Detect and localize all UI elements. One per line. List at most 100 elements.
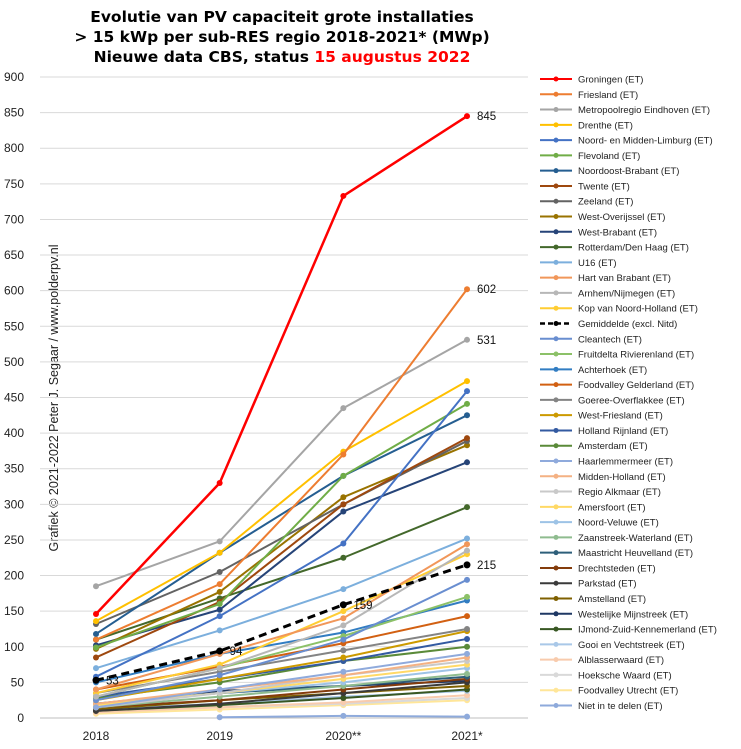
y-tick-label: 600 bbox=[4, 284, 24, 298]
data-point bbox=[339, 601, 347, 609]
y-axis: 0 50 100 150 200 250 300 350 400 450 500 550 600 650 7… bbox=[4, 70, 24, 725]
data-point bbox=[464, 650, 471, 657]
series-line bbox=[95, 414, 468, 635]
y-tick-label: 850 bbox=[4, 106, 24, 120]
data-point bbox=[93, 583, 99, 590]
series-line bbox=[95, 537, 468, 670]
data-point bbox=[464, 388, 471, 395]
data-point bbox=[216, 588, 223, 595]
series-line bbox=[95, 660, 468, 709]
series-line bbox=[95, 694, 468, 714]
y-tick-label: 450 bbox=[4, 391, 24, 405]
data-label: 53 bbox=[106, 675, 119, 687]
y-tick-label: 800 bbox=[4, 141, 24, 155]
legend-item: Groningen (ET) bbox=[540, 75, 643, 86]
legend-label: U16 (ET) bbox=[578, 258, 617, 269]
data-point bbox=[93, 693, 99, 700]
legend-item: West-Brabant (ET) bbox=[540, 227, 657, 238]
chart-title-line-3: Nieuwe data CBS, status 15 augustus 2022 bbox=[94, 48, 471, 66]
legend-swatch-marker bbox=[553, 550, 559, 556]
series-17 bbox=[93, 576, 471, 704]
legend-swatch-marker bbox=[553, 351, 559, 357]
series-41 bbox=[216, 712, 471, 721]
legend-label: Drenthe (ET) bbox=[578, 120, 633, 131]
legend-label: Holland Rijnland (ET) bbox=[578, 426, 668, 437]
legend-swatch-marker bbox=[553, 397, 559, 403]
data-point bbox=[464, 435, 471, 442]
series-line bbox=[95, 440, 468, 625]
series-11 bbox=[93, 504, 471, 643]
legend-swatch-marker bbox=[553, 91, 559, 97]
data-point bbox=[340, 508, 347, 515]
series-line bbox=[95, 549, 468, 698]
legend-label: Amstelland (ET) bbox=[578, 594, 646, 605]
data-point bbox=[340, 622, 347, 629]
legend-item: Noordoost-Brabant (ET) bbox=[540, 166, 679, 177]
data-point bbox=[340, 586, 347, 593]
legend-item: Zeeland (ET) bbox=[540, 197, 633, 208]
legend-swatch-marker bbox=[553, 641, 559, 647]
legend-label: Zeeland (ET) bbox=[578, 197, 633, 208]
data-label: 159 bbox=[353, 600, 372, 612]
legend-label: Noordoost-Brabant (ET) bbox=[578, 166, 679, 177]
data-point bbox=[464, 625, 471, 632]
data-label: 845 bbox=[477, 111, 496, 123]
data-point bbox=[464, 400, 471, 407]
y-tick-label: 100 bbox=[4, 640, 24, 654]
legend-swatch-marker bbox=[553, 183, 559, 189]
data-point bbox=[216, 627, 223, 634]
legend-label: Arnhem/Nijmegen (ET) bbox=[578, 288, 675, 299]
legend-label: Maastricht Heuvelland (ET) bbox=[578, 548, 693, 559]
series-13 bbox=[93, 541, 471, 693]
legend-swatch-marker bbox=[553, 473, 559, 479]
series-line bbox=[95, 403, 468, 649]
data-point bbox=[464, 336, 471, 343]
legend-label: Hoeksche Waard (ET) bbox=[578, 670, 672, 681]
series-line bbox=[95, 553, 468, 695]
legend-label: Amersfoort (ET) bbox=[578, 502, 646, 513]
legend-swatch-marker bbox=[553, 489, 559, 495]
series-line bbox=[95, 380, 468, 623]
legend-item: Achterhoek (ET) bbox=[540, 365, 647, 376]
legend-swatch-marker bbox=[553, 198, 559, 204]
legend-swatch-marker bbox=[553, 412, 559, 418]
legend-swatch-marker bbox=[553, 611, 559, 617]
legend-item: Regio Alkmaar (ET) bbox=[540, 487, 661, 498]
data-point bbox=[216, 665, 223, 672]
legend-swatch-marker bbox=[553, 534, 559, 540]
series-6 bbox=[93, 412, 471, 637]
gridlines bbox=[40, 76, 528, 719]
series-line bbox=[95, 461, 468, 647]
data-point bbox=[464, 113, 471, 120]
data-point bbox=[216, 581, 223, 588]
legend-swatch-marker bbox=[553, 137, 559, 143]
legend-swatch-marker bbox=[553, 168, 559, 174]
legend-item: IJmond-Zuid-Kennemerland (ET) bbox=[540, 625, 717, 636]
y-tick-label: 200 bbox=[4, 569, 24, 583]
legend-item: Noord- en Midden-Limburg (ET) bbox=[540, 136, 713, 147]
data-label: 94 bbox=[230, 646, 243, 658]
data-point bbox=[340, 472, 347, 479]
data-point bbox=[340, 494, 347, 501]
legend-swatch-marker bbox=[553, 427, 559, 433]
legend-label: Zaanstreek-Waterland (ET) bbox=[578, 533, 693, 544]
legend-swatch-marker bbox=[553, 107, 559, 113]
data-point bbox=[463, 561, 471, 569]
series-line bbox=[95, 677, 468, 709]
legend-swatch-marker bbox=[553, 443, 559, 449]
y-tick-label: 400 bbox=[4, 426, 24, 440]
series-4 bbox=[93, 388, 471, 680]
data-point bbox=[340, 699, 347, 706]
y-tick-label: 650 bbox=[4, 248, 24, 262]
data-point bbox=[216, 606, 223, 613]
series-25 bbox=[93, 650, 471, 711]
legend-label: Rotterdam/Den Haag (ET) bbox=[578, 243, 689, 254]
legend-item: Westelijke Mijnstreek (ET) bbox=[540, 609, 688, 620]
data-point bbox=[464, 613, 471, 620]
legend-swatch-marker bbox=[553, 626, 559, 632]
legend-item: Flevoland (ET) bbox=[540, 151, 640, 162]
legend-item: Niet in te delen (ET) bbox=[540, 701, 662, 712]
data-point bbox=[340, 695, 347, 702]
series-7 bbox=[93, 435, 471, 661]
